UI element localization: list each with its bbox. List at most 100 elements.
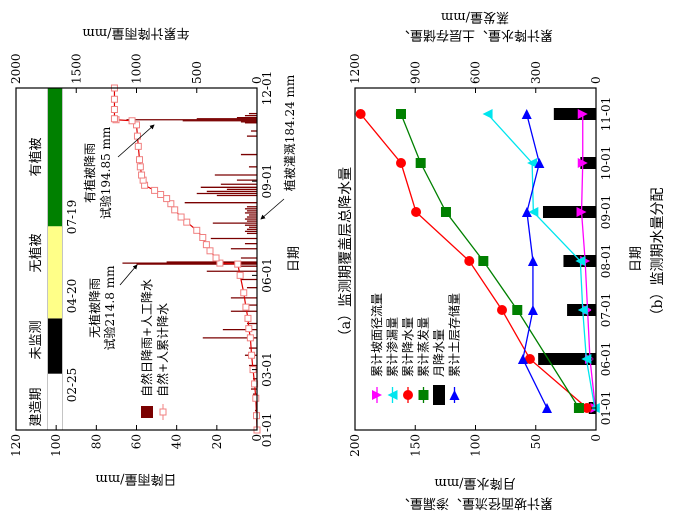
- cumulative-rainfall-line: [110, 84, 261, 434]
- y-tick-label-left: 40: [170, 434, 184, 449]
- series-marker: [577, 109, 588, 119]
- stage-segment: [48, 226, 62, 319]
- cumulative-marker: [193, 226, 201, 234]
- legend-a: 自然日降雨+人工降水 自然+人累计降水: [139, 279, 170, 420]
- stage-label: 未监测: [29, 320, 44, 359]
- x-tick-label: 09-01: [260, 164, 274, 199]
- annotation: 试验214.8 mm: [102, 265, 117, 351]
- series-marker: [575, 256, 586, 266]
- y-axis-title-left-b: 累计坡面径流量、渗漏量、: [397, 495, 553, 511]
- chart-title-b: （b）监测期水量分配: [650, 188, 666, 323]
- legend-b: 累计坡面径流量 累计渗漏量 累计降水量 累计蒸发量 月降水量 累计土层存储量: [370, 293, 462, 405]
- axes-a: 0 20 40 60 80 100 120 0 500 1000 1500 2000 01-01 03-0…: [9, 53, 274, 456]
- y-tick-label-right: 1500: [69, 53, 83, 84]
- stage-segment: [48, 373, 62, 430]
- cumulative-marker: [171, 206, 179, 214]
- series-marker: [521, 109, 532, 119]
- cumulative-marker: [212, 254, 220, 262]
- legend-swatch-daily: [141, 406, 153, 418]
- y-tick-label-right: 300: [529, 61, 543, 84]
- cumulative-marker: [136, 156, 144, 164]
- cumulative-marker: [157, 190, 165, 198]
- legend-marker: [449, 390, 460, 400]
- series-marker: [517, 354, 528, 364]
- y-tick-label-right: 500: [190, 61, 204, 84]
- cumulative-marker: [163, 195, 171, 203]
- series-marker: [581, 354, 592, 364]
- cumulative-marker: [128, 117, 136, 125]
- stage-date: 02-25: [65, 368, 79, 403]
- cumulative-marker: [206, 247, 214, 255]
- cumulative-marker: [248, 351, 256, 359]
- cumulative-marker: [110, 106, 118, 114]
- stage-segment: [48, 87, 62, 227]
- y-tick-label-right: 600: [469, 61, 483, 84]
- x-axis-title-a: 日期: [287, 246, 302, 272]
- y-tick-label-left: 60: [130, 434, 144, 449]
- y-tick-label-right: 1200: [348, 53, 362, 84]
- y-tick-label-left: 100: [49, 434, 63, 457]
- annotation-arrow: [260, 198, 285, 220]
- series-marker: [581, 403, 592, 413]
- legend-label: 累计渗漏量: [385, 317, 400, 377]
- cumulative-marker: [242, 303, 250, 311]
- stage-label: 无植被: [29, 233, 44, 272]
- y-tick-label-left: 120: [9, 434, 23, 457]
- monthly-precip-bar: [538, 353, 596, 365]
- cumulative-marker: [167, 200, 175, 208]
- legend-marker: [403, 390, 413, 400]
- series-marker: [482, 109, 493, 119]
- chart-a: 0 20 40 60 80 100 120 0 500 1000 1500 2000 01-01 03-0…: [9, 25, 354, 486]
- y-tick-label-left: 0: [250, 434, 264, 442]
- stage-label: 有植被: [29, 137, 44, 176]
- legend-label: 月降水量: [432, 329, 446, 377]
- series-marker: [440, 207, 451, 217]
- stage-date: 04-20: [65, 279, 79, 314]
- series-marker: [497, 305, 508, 315]
- monthly-precip-bar: [553, 108, 597, 120]
- cumulative-marker: [246, 334, 254, 342]
- y-tick-label-left: 200: [348, 434, 362, 457]
- annotation: 试验194.85 mm: [98, 126, 113, 219]
- series-marker: [395, 109, 406, 119]
- cumulative-marker: [183, 218, 191, 226]
- y-tick-label-left: 50: [529, 434, 543, 449]
- cumulative-marker: [110, 95, 118, 103]
- legend-label: 累计坡面径流量: [370, 293, 384, 377]
- series-marker: [521, 207, 532, 217]
- y-axis-title-left-a: 日降雨量/mm: [95, 471, 176, 486]
- legend-label: 累计蒸发量: [416, 317, 431, 377]
- stage-label: 建造期: [29, 387, 44, 426]
- annotation: 植被灌溉184.24 mm: [282, 74, 297, 191]
- y-tick-label-left: 100: [469, 434, 483, 457]
- legend-label: 自然+人累计降水: [155, 303, 170, 397]
- legend-swatch: [433, 385, 445, 405]
- series-marker: [355, 109, 366, 119]
- cumulative-marker: [236, 271, 244, 279]
- series-marker: [464, 256, 475, 266]
- x-tick-label: 10-01: [599, 146, 613, 181]
- legend-marker: [372, 390, 382, 400]
- daily-rainfall-bars: [122, 112, 257, 412]
- legend-label: 自然日降雨+人工降水: [139, 279, 154, 397]
- y-axis-title-right-b: 蒸发量/mm: [441, 9, 509, 25]
- y-tick-label-right: 1000: [130, 53, 144, 84]
- series-marker: [577, 158, 588, 168]
- x-tick-label: 09-01: [599, 195, 613, 230]
- series-marker: [534, 158, 545, 168]
- cumulative-lines: [355, 109, 601, 413]
- x-tick-label: 01-01: [260, 413, 274, 448]
- legend-label: 累计土层存储量: [447, 293, 462, 377]
- cumulative-marker: [133, 132, 141, 140]
- y-axis-title-right-a: 年累计降雨量/mm: [82, 25, 189, 40]
- cumulative-marker: [138, 171, 146, 179]
- annotation: 无植被降雨: [87, 278, 102, 338]
- x-tick-label: 01-01: [599, 391, 613, 426]
- y-tick-label-left: 20: [210, 434, 224, 449]
- y-tick-label-right: 0: [589, 76, 603, 84]
- y-axis-title-right-b: 累计降水量、土层存储量、: [397, 27, 553, 42]
- annotation: 有植被降雨: [82, 143, 97, 203]
- stage-band: [47, 87, 63, 430]
- cumulative-marker: [240, 289, 248, 297]
